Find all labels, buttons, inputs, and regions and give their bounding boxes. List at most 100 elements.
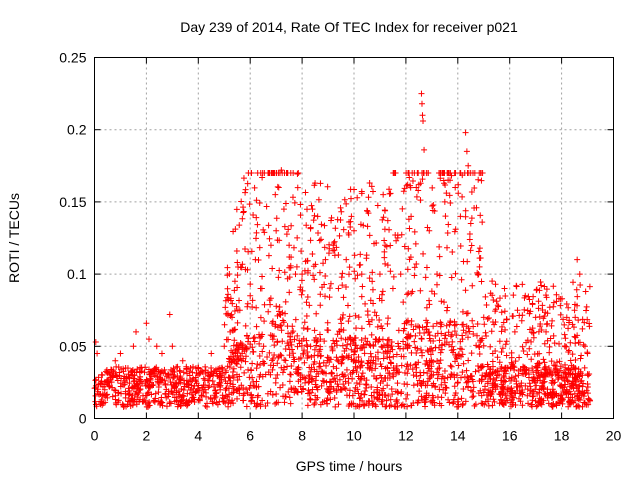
data-point bbox=[432, 333, 439, 340]
data-point bbox=[92, 392, 99, 399]
data-point bbox=[420, 250, 427, 257]
data-point bbox=[246, 201, 253, 208]
data-point bbox=[574, 293, 581, 300]
data-point bbox=[223, 367, 230, 374]
x-tick-label: 0 bbox=[91, 428, 99, 444]
data-point bbox=[309, 206, 316, 213]
data-point bbox=[474, 332, 481, 339]
data-point bbox=[168, 389, 175, 396]
data-point bbox=[390, 353, 397, 360]
data-point bbox=[342, 378, 349, 385]
data-point bbox=[354, 402, 361, 409]
data-point bbox=[443, 307, 450, 314]
data-point bbox=[548, 358, 555, 365]
data-point bbox=[489, 318, 496, 325]
data-point bbox=[201, 377, 208, 384]
data-point bbox=[403, 334, 410, 341]
data-point bbox=[559, 384, 566, 391]
data-point bbox=[321, 338, 328, 345]
data-point bbox=[508, 349, 515, 356]
data-point bbox=[522, 292, 529, 299]
x-tick-label: 18 bbox=[554, 428, 570, 444]
data-point bbox=[374, 323, 381, 330]
data-point bbox=[447, 177, 454, 184]
data-point bbox=[368, 392, 375, 399]
data-point bbox=[519, 281, 526, 288]
data-point bbox=[390, 373, 397, 380]
data-point bbox=[190, 385, 197, 392]
data-point bbox=[384, 320, 391, 327]
data-point bbox=[245, 335, 252, 342]
data-point bbox=[361, 375, 368, 382]
data-point bbox=[326, 294, 333, 301]
data-point bbox=[230, 389, 237, 396]
data-point bbox=[259, 174, 266, 181]
data-point bbox=[429, 184, 436, 191]
data-point bbox=[302, 379, 309, 386]
data-point bbox=[212, 387, 219, 394]
data-point bbox=[475, 248, 482, 255]
data-point bbox=[475, 271, 482, 278]
data-point bbox=[350, 351, 357, 358]
data-point bbox=[241, 369, 248, 376]
data-point bbox=[400, 353, 407, 360]
data-point bbox=[522, 371, 529, 378]
data-point bbox=[542, 292, 549, 299]
data-point bbox=[577, 281, 584, 288]
data-point bbox=[407, 184, 414, 191]
data-point bbox=[585, 401, 592, 408]
data-point bbox=[580, 380, 587, 387]
data-point bbox=[570, 279, 577, 286]
data-point bbox=[384, 365, 391, 372]
data-point bbox=[411, 264, 418, 271]
data-point bbox=[380, 355, 387, 362]
data-point bbox=[541, 313, 548, 320]
data-point bbox=[409, 177, 416, 184]
data-point bbox=[471, 185, 478, 192]
data-point bbox=[274, 324, 281, 331]
data-point bbox=[104, 391, 111, 398]
data-point bbox=[263, 203, 270, 210]
data-point bbox=[462, 287, 469, 294]
data-point bbox=[338, 208, 345, 215]
data-point bbox=[562, 343, 569, 350]
data-point bbox=[353, 380, 360, 387]
data-point bbox=[247, 341, 254, 348]
data-point bbox=[121, 403, 128, 410]
data-point bbox=[226, 270, 233, 277]
data-point bbox=[317, 363, 324, 370]
data-point bbox=[533, 286, 540, 293]
data-point bbox=[538, 326, 545, 333]
data-point bbox=[284, 340, 291, 347]
data-point bbox=[565, 325, 572, 332]
data-point bbox=[339, 342, 346, 349]
data-point bbox=[120, 375, 127, 382]
data-point bbox=[437, 175, 444, 182]
data-point bbox=[343, 366, 350, 373]
data-point bbox=[288, 385, 295, 392]
data-point bbox=[436, 400, 443, 407]
data-point bbox=[173, 364, 180, 371]
data-point bbox=[297, 201, 304, 208]
data-point bbox=[383, 397, 390, 404]
data-point bbox=[209, 398, 216, 405]
data-point bbox=[169, 368, 176, 375]
data-point bbox=[167, 366, 174, 373]
data-point bbox=[294, 332, 301, 339]
data-point bbox=[417, 372, 424, 379]
data-point bbox=[286, 274, 293, 281]
data-point bbox=[381, 254, 388, 261]
data-point bbox=[371, 309, 378, 316]
data-point bbox=[547, 335, 554, 342]
data-point bbox=[480, 342, 487, 349]
data-point bbox=[284, 363, 291, 370]
data-point bbox=[352, 347, 359, 354]
data-point bbox=[460, 360, 467, 367]
data-point bbox=[247, 292, 254, 299]
data-point bbox=[328, 214, 335, 221]
data-point bbox=[216, 375, 223, 382]
data-point bbox=[434, 393, 441, 400]
data-point bbox=[316, 363, 323, 370]
data-point bbox=[340, 226, 347, 233]
data-point bbox=[426, 329, 433, 336]
